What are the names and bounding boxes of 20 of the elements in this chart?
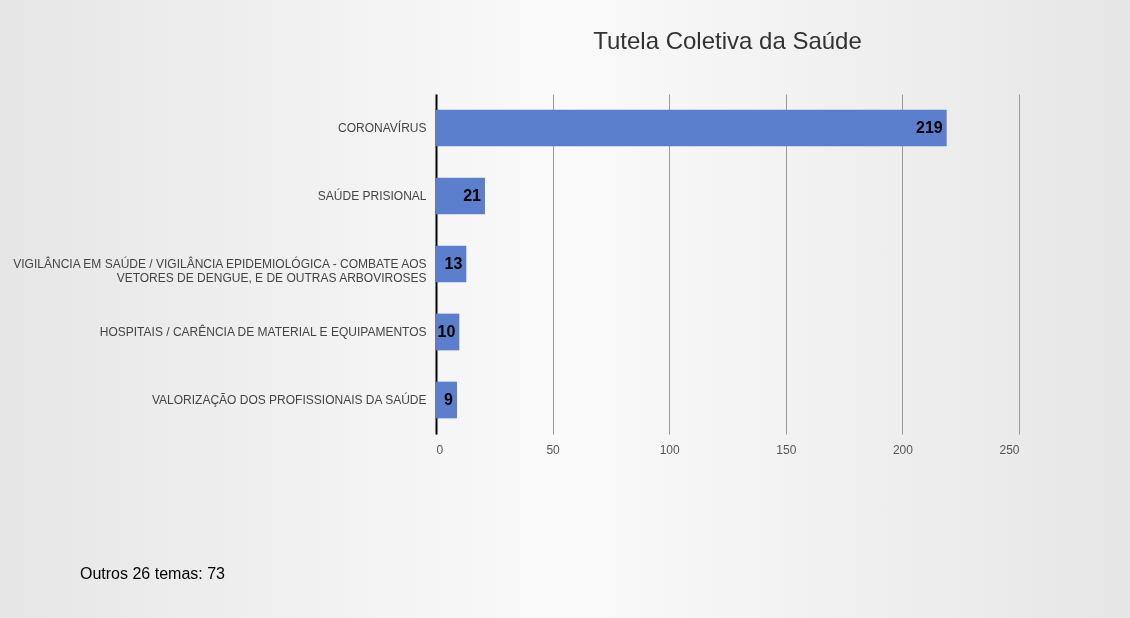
bar — [436, 177, 485, 215]
x-tick-label: 50 — [546, 442, 561, 457]
data-label: 9 — [444, 391, 454, 408]
x-tick-label: 200 — [892, 442, 914, 457]
y-tick-label: SAÚDE PRISIONAL — [317, 188, 427, 203]
y-tick-label: CORONAVÍRUS — [338, 120, 427, 135]
data-label: 219 — [916, 119, 943, 136]
data-label: 10 — [437, 323, 456, 340]
x-tick-label: 100 — [659, 442, 681, 457]
x-tick-label: 0 — [436, 442, 444, 457]
chart-title: Tutela Coletiva da Saúde — [593, 27, 862, 54]
y-tick-label: VIGILÂNCIA EM SAÚDE / VIGILÂNCIA EPIDEMIOLÓGICA - COMBATE AOS VETORES DE DENGUE, E DE OUTRAS ARBOVIROSES — [13, 256, 427, 285]
text: Outros 26 temas: 73 — [80, 565, 225, 583]
data-label: 13 — [444, 255, 463, 272]
y-tick-label: VALORIZAÇÃO DOS PROFISSIONAIS DA SAÚDE — [151, 392, 427, 407]
bar — [436, 109, 947, 147]
x-tick-label: 250 — [999, 442, 1020, 457]
data-label: 21 — [463, 187, 482, 204]
x-tick-label: 150 — [776, 442, 797, 457]
y-tick-label: HOSPITAIS / CARÊNCIA DE MATERIAL E EQUIPAMENTOS — [99, 324, 427, 339]
